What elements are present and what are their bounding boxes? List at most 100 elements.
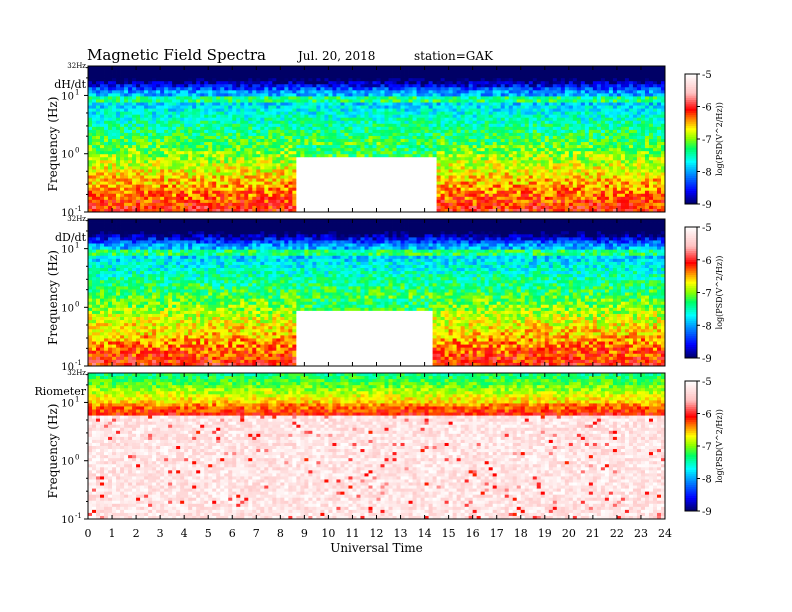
spectrogram-cell <box>284 191 288 194</box>
spectrogram-cell <box>112 160 116 163</box>
spectrogram-cell <box>352 69 356 72</box>
spectrogram-cell <box>144 75 148 78</box>
spectrogram-cell <box>252 118 256 121</box>
spectrogram-cell <box>429 160 433 163</box>
spectrogram-cell <box>264 115 268 118</box>
spectrogram-cell <box>300 176 304 179</box>
spectrogram-cell <box>264 206 268 209</box>
spectrogram-cell <box>140 72 144 75</box>
spectrogram-cell <box>156 169 160 172</box>
spectrogram-cell <box>264 200 268 203</box>
spectrogram-cell <box>284 75 288 78</box>
spectrogram-cell <box>196 145 200 148</box>
spectrogram-cell <box>401 194 405 197</box>
spectrogram-cell <box>160 197 164 200</box>
spectrogram-cell <box>485 166 489 169</box>
spectrogram-cell <box>212 106 216 109</box>
spectrogram-cell <box>397 151 401 154</box>
spectrogram-cell <box>324 103 328 106</box>
spectrogram-cell <box>356 136 360 139</box>
spectrogram-cell <box>397 197 401 200</box>
spectrogram-cell <box>344 136 348 139</box>
spectrogram-cell <box>433 93 437 96</box>
spectrogram-cell <box>120 121 124 124</box>
spectrogram-cell <box>268 166 272 169</box>
spectrogram-cell <box>164 90 168 93</box>
spectrogram-cell <box>232 172 236 175</box>
spectrogram-cell <box>328 87 332 90</box>
spectrogram-cell <box>272 206 276 209</box>
spectrogram-cell <box>328 136 332 139</box>
spectrogram-cell <box>92 200 96 203</box>
spectrogram-cell <box>344 115 348 118</box>
spectrogram-cell <box>180 142 184 145</box>
spectrogram-cell <box>401 191 405 194</box>
spectrogram-cell <box>304 206 308 209</box>
spectrogram-cell <box>132 172 136 175</box>
spectrogram-cell <box>176 112 180 115</box>
spectrogram-cell <box>372 99 376 102</box>
spectrogram-cell <box>377 121 381 124</box>
spectrogram-cell <box>216 72 220 75</box>
spectrogram-cell <box>356 145 360 148</box>
spectrogram-cell <box>344 87 348 90</box>
spectrogram-cell <box>180 130 184 133</box>
spectrogram-cell <box>397 191 401 194</box>
spectrogram-cell <box>216 78 220 81</box>
spectrogram-cell <box>465 206 469 209</box>
spectrogram-cell <box>372 130 376 133</box>
spectrogram-cell <box>469 139 473 142</box>
spectrogram-cell <box>320 200 324 203</box>
spectrogram-cell <box>364 103 368 106</box>
spectrogram-cell <box>116 66 120 69</box>
spectrogram-cell <box>413 206 417 209</box>
spectrogram-cell <box>268 84 272 87</box>
spectrogram-cell <box>368 136 372 139</box>
spectrogram-cell <box>304 188 308 191</box>
spectrogram-cell <box>88 151 92 154</box>
spectrogram-cell <box>381 66 385 69</box>
spectrogram-cell <box>280 127 284 130</box>
spectrogram-cell <box>489 109 493 112</box>
spectrogram-cell <box>228 109 232 112</box>
spectrogram-cell <box>501 197 505 200</box>
spectrogram-cell <box>112 78 116 81</box>
spectrogram-cell <box>260 154 264 157</box>
spectrogram-cell <box>364 160 368 163</box>
spectrogram-cell <box>248 81 252 84</box>
spectrogram-cell <box>212 90 216 93</box>
spectrogram-cell <box>489 133 493 136</box>
spectrogram-cell <box>300 87 304 90</box>
spectrogram-cell <box>493 194 497 197</box>
spectrogram-cell <box>228 87 232 90</box>
spectrogram-cell <box>364 169 368 172</box>
spectrogram-cell <box>204 142 208 145</box>
spectrogram-cell <box>489 90 493 93</box>
spectrogram-cell <box>381 194 385 197</box>
spectrogram-cell <box>457 185 461 188</box>
spectrogram-cell <box>192 75 196 78</box>
spectrogram-cell <box>485 90 489 93</box>
spectrogram-cell <box>397 188 401 191</box>
spectrogram-cell <box>120 69 124 72</box>
spectrogram-cell <box>104 157 108 160</box>
spectrogram-cell <box>264 179 268 182</box>
spectrogram-cell <box>260 72 264 75</box>
spectrogram-cell <box>244 176 248 179</box>
spectrogram-cell <box>316 81 320 84</box>
spectrogram-cell <box>352 200 356 203</box>
spectrogram-cell <box>413 103 417 106</box>
spectrogram-cell <box>328 96 332 99</box>
spectrogram-cell <box>413 154 417 157</box>
spectrogram-cell <box>292 124 296 127</box>
spectrogram-cell <box>184 72 188 75</box>
spectrogram-cell <box>461 106 465 109</box>
spectrogram-cell <box>92 112 96 115</box>
spectrogram-cell <box>216 163 220 166</box>
spectrogram-cell <box>144 66 148 69</box>
spectrogram-cell <box>116 90 120 93</box>
spectrogram-cell <box>272 163 276 166</box>
spectrogram-cell <box>316 136 320 139</box>
spectrogram-cell <box>437 66 441 69</box>
spectrogram-cell <box>96 172 100 175</box>
